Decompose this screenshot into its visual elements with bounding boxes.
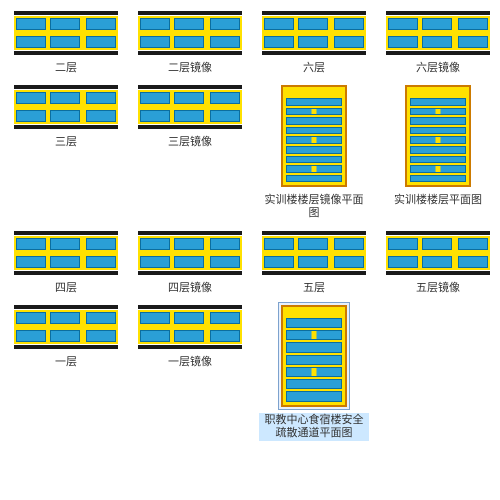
file-label[interactable]: 二层 (53, 61, 79, 76)
file-thumbnail[interactable] (259, 8, 369, 58)
file-thumbnail[interactable] (11, 302, 121, 352)
file-thumbnail[interactable] (402, 82, 474, 190)
file-item[interactable]: 六层镜像 (378, 8, 498, 76)
file-label[interactable]: 一层 (53, 355, 79, 370)
file-item[interactable]: 一层 (6, 302, 126, 370)
file-label[interactable]: 四层镜像 (166, 281, 214, 296)
file-label[interactable]: 六层镜像 (414, 61, 462, 76)
file-label[interactable]: 三层镜像 (166, 135, 214, 150)
file-label[interactable]: 一层镜像 (166, 355, 214, 370)
file-thumbnail[interactable] (11, 8, 121, 58)
file-thumbnail[interactable] (278, 302, 350, 410)
file-label[interactable]: 实训楼楼层平面图 (392, 193, 484, 208)
file-label[interactable]: 六层 (301, 61, 327, 76)
file-thumbnail[interactable] (135, 302, 245, 352)
file-label[interactable]: 二层镜像 (166, 61, 214, 76)
file-label[interactable]: 三层 (53, 135, 79, 150)
file-item[interactable]: 三层 (6, 82, 126, 150)
file-item[interactable]: 职教中心食宿楼安全疏散通道平面图 (254, 302, 374, 441)
file-label[interactable]: 四层 (53, 281, 79, 296)
file-item[interactable]: 五层 (254, 228, 374, 296)
file-item[interactable]: 三层镜像 (130, 82, 250, 150)
file-thumbnail[interactable] (135, 8, 245, 58)
file-thumbnail[interactable] (383, 228, 493, 278)
file-thumbnail[interactable] (11, 82, 121, 132)
file-label[interactable]: 职教中心食宿楼安全疏散通道平面图 (259, 413, 369, 441)
file-thumbnail[interactable] (383, 8, 493, 58)
file-item[interactable]: 四层 (6, 228, 126, 296)
file-item[interactable]: 二层镜像 (130, 8, 250, 76)
file-thumbnail[interactable] (259, 228, 369, 278)
file-thumbnail[interactable] (135, 82, 245, 132)
file-label[interactable]: 实训楼楼层镜像平面图 (259, 193, 369, 221)
file-item[interactable]: 五层镜像 (378, 228, 498, 296)
file-thumbnail[interactable] (11, 228, 121, 278)
file-label[interactable]: 五层 (301, 281, 327, 296)
file-item[interactable]: 六层 (254, 8, 374, 76)
file-label[interactable]: 五层镜像 (414, 281, 462, 296)
file-item[interactable]: 一层镜像 (130, 302, 250, 370)
file-thumbnail[interactable] (278, 82, 350, 190)
thumbnail-grid: 二层 二层镜像 六层 六层镜像三层 三层镜像实训楼楼层镜像平面图 实训楼楼层平面图四层 四层… (0, 0, 500, 449)
file-item[interactable]: 实训楼楼层镜像平面图 (254, 82, 374, 221)
file-item[interactable]: 实训楼楼层平面图 (378, 82, 498, 208)
file-item[interactable]: 四层镜像 (130, 228, 250, 296)
file-thumbnail[interactable] (135, 228, 245, 278)
file-item[interactable]: 二层 (6, 8, 126, 76)
